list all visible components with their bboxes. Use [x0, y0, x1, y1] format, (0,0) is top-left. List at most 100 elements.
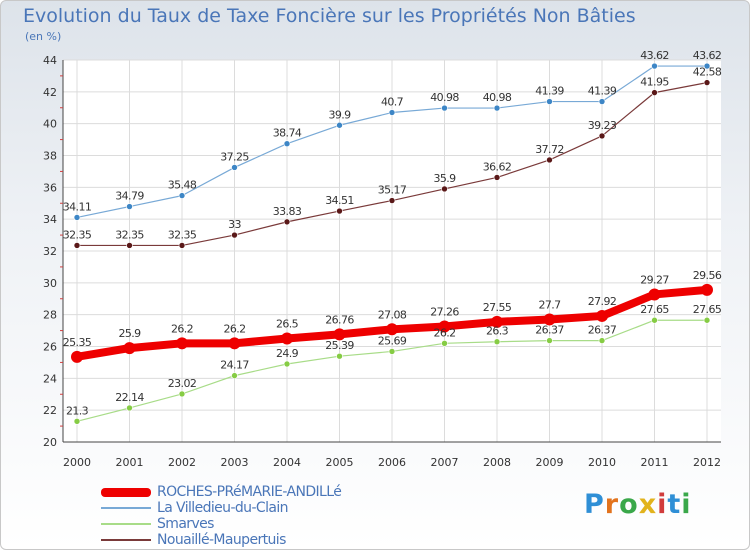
- data-label: 25.9: [118, 327, 141, 340]
- x-tick-label: 2005: [326, 456, 354, 469]
- data-label: 43.62: [640, 49, 669, 62]
- data-label: 38.74: [273, 127, 302, 140]
- data-label: 41.95: [640, 76, 669, 89]
- data-label: 26.76: [325, 313, 354, 326]
- proxiti-logo: Proxiti: [584, 489, 692, 520]
- data-label: 27.65: [640, 303, 669, 316]
- data-point: [126, 404, 133, 412]
- data-label: 27.7: [538, 298, 561, 311]
- legend-item: La Villedieu-du-Clain: [101, 500, 341, 516]
- data-label: 42.58: [693, 66, 722, 79]
- legend: ROCHES-PRéMARIE-ANDILLé La Villedieu-du-C…: [101, 484, 342, 548]
- data-point: [546, 337, 553, 344]
- y-tick-label: 34: [43, 213, 57, 226]
- data-label: 25.39: [325, 339, 354, 352]
- data-point: [176, 337, 188, 350]
- data-point: [598, 98, 606, 105]
- data-label: 32.35: [115, 228, 144, 241]
- unit-label: (en %): [25, 30, 62, 43]
- y-tick-label: 40: [43, 118, 57, 131]
- data-point: [283, 360, 291, 368]
- data-label: 34.79: [115, 190, 144, 203]
- data-point: [336, 352, 343, 360]
- data-label: 27.65: [693, 303, 722, 316]
- data-label: 34.11: [63, 200, 92, 213]
- data-label: 26.3: [486, 325, 509, 338]
- data-point: [231, 164, 238, 171]
- legend-label: Nouaillé-Maupertuis: [157, 532, 286, 548]
- x-tick-label: 2001: [116, 456, 144, 469]
- data-label: 37.72: [535, 143, 564, 156]
- data-point: [73, 418, 81, 425]
- y-tick-label: 24: [43, 372, 57, 385]
- data-point: [333, 328, 346, 341]
- y-tick-label: 30: [43, 277, 57, 290]
- y-tick-label: 44: [43, 54, 57, 67]
- legend-label: Smarves: [157, 516, 214, 532]
- y-tick-label: 20: [43, 436, 57, 449]
- data-label: 26.2: [171, 322, 193, 335]
- data-point: [546, 98, 553, 105]
- data-label: 41.39: [588, 85, 617, 98]
- data-point: [231, 231, 238, 239]
- x-tick-label: 2002: [168, 456, 196, 469]
- data-point: [493, 174, 501, 181]
- x-tick-label: 2008: [483, 456, 511, 469]
- data-label: 25.69: [378, 334, 407, 347]
- data-label: 32.35: [168, 228, 197, 241]
- legend-item: Nouaillé-Maupertuis: [101, 532, 341, 548]
- data-point: [73, 214, 81, 221]
- data-point: [648, 288, 661, 301]
- legend-item: ROCHES-PRéMARIE-ANDILLé: [101, 484, 342, 500]
- data-point: [543, 313, 556, 326]
- legend-swatch: [101, 487, 151, 497]
- data-label: 24.17: [220, 359, 249, 372]
- data-point: [178, 390, 186, 398]
- data-label: 40.7: [381, 96, 404, 109]
- data-label: 21.3: [66, 404, 89, 417]
- data-label: 23.02: [168, 377, 197, 390]
- y-tick-label: 26: [43, 341, 57, 354]
- data-point: [388, 109, 396, 116]
- data-label: 40.98: [430, 91, 459, 104]
- data-point: [596, 309, 608, 322]
- data-label: 43.62: [693, 49, 722, 62]
- data-label: 40.98: [483, 91, 512, 104]
- data-point: [71, 350, 83, 363]
- data-label: 26.2: [433, 326, 455, 339]
- data-label: 39.9: [328, 108, 351, 121]
- data-label: 36.62: [483, 160, 512, 173]
- data-point: [126, 203, 133, 210]
- x-tick-label: 2000: [63, 456, 91, 469]
- data-label: 35.48: [168, 179, 197, 192]
- data-label: 27.08: [378, 308, 407, 321]
- legend-label: La Villedieu-du-Clain: [157, 500, 289, 516]
- data-label: 33.83: [273, 205, 302, 218]
- data-point: [336, 207, 343, 215]
- data-point: [281, 332, 293, 345]
- data-point: [73, 242, 81, 249]
- data-label: 26.37: [535, 324, 564, 337]
- y-tick-label: 32: [43, 245, 57, 258]
- data-label: 37.25: [220, 150, 249, 163]
- data-point: [703, 62, 711, 70]
- data-label: 27.92: [588, 295, 617, 308]
- data-point: [701, 283, 713, 296]
- data-label: 39.23: [588, 119, 617, 132]
- legend-swatch: [101, 507, 151, 509]
- data-point: [336, 121, 343, 129]
- data-label: 29.27: [640, 273, 669, 286]
- data-point: [388, 348, 396, 355]
- y-tick-label: 36: [43, 181, 57, 194]
- data-label: 32.35: [63, 228, 92, 241]
- data-point: [178, 242, 186, 249]
- x-tick-label: 2004: [273, 456, 301, 469]
- data-point: [491, 315, 503, 328]
- data-point: [493, 104, 501, 112]
- data-label: 26.37: [588, 324, 617, 337]
- data-point: [123, 342, 136, 355]
- x-tick-label: 2009: [536, 456, 564, 469]
- data-label: 27.26: [430, 305, 459, 318]
- data-label: 33: [228, 218, 241, 231]
